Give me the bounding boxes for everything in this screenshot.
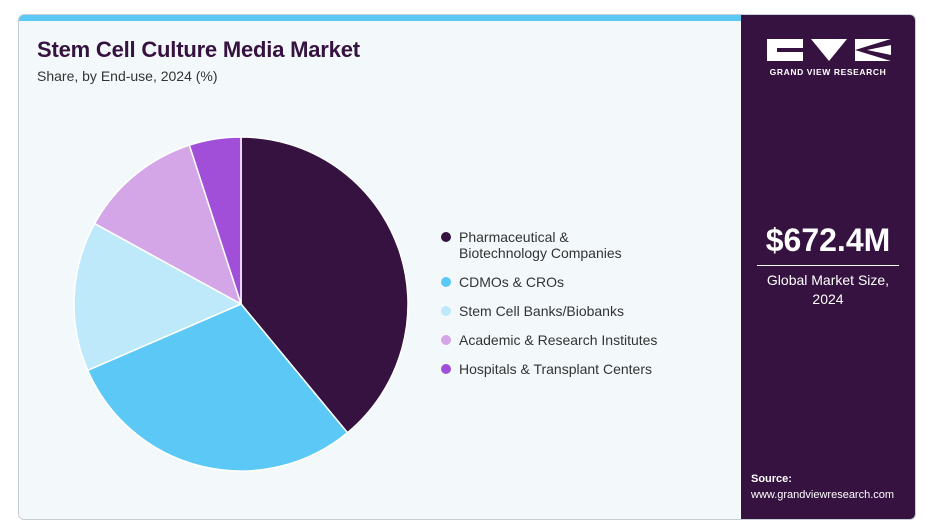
market-size-label: Global Market Size, 2024 (766, 272, 890, 307)
market-size-value: $672.4M (765, 222, 891, 258)
pie-slice-1 (240, 136, 409, 434)
grand-view-research-logo (767, 39, 891, 61)
legend-swatch (441, 277, 451, 287)
legend-label: Stem Cell Banks/Biobanks (459, 303, 624, 319)
source-label: Source: (751, 473, 792, 485)
chart-card: Stem Cell Culture Media Market Share, by… (18, 14, 916, 520)
legend-item: Pharmaceutical & Biotechnology Companies (441, 229, 731, 261)
source-link[interactable]: www.grandviewresearch.com (751, 489, 895, 501)
legend-label: Academic & Research Institutes (459, 332, 658, 348)
pie-slice-4 (93, 144, 243, 306)
pie-chart (73, 136, 409, 472)
chart-panel: Stem Cell Culture Media Market Share, by… (19, 15, 741, 519)
divider (757, 265, 899, 266)
accent-bar (19, 15, 741, 21)
legend-item: Academic & Research Institutes (441, 332, 731, 348)
legend-label: CDMOs & CROs (459, 274, 564, 290)
brand-name: GRAND VIEW RESEARCH (769, 67, 887, 77)
pie-slice-5 (188, 136, 242, 305)
sidebar: GRAND VIEW RESEARCH $672.4M Global Marke… (741, 15, 915, 519)
chart-subtitle: Share, by End-use, 2024 (%) (37, 68, 218, 84)
legend-item: Stem Cell Banks/Biobanks (441, 303, 731, 319)
chart-legend: Pharmaceutical & Biotechnology Companies… (441, 229, 731, 390)
legend-item: CDMOs & CROs (441, 274, 731, 290)
legend-swatch (441, 306, 451, 316)
legend-label: Hospitals & Transplant Centers (459, 361, 652, 377)
legend-swatch (441, 335, 451, 345)
legend-swatch (441, 364, 451, 374)
pie-slice-2 (86, 303, 349, 472)
pie-slice-3 (73, 222, 243, 372)
legend-item: Hospitals & Transplant Centers (441, 361, 731, 377)
legend-label: Pharmaceutical & Biotechnology Companies (459, 229, 622, 261)
legend-swatch (441, 232, 451, 242)
chart-title: Stem Cell Culture Media Market (37, 37, 360, 62)
